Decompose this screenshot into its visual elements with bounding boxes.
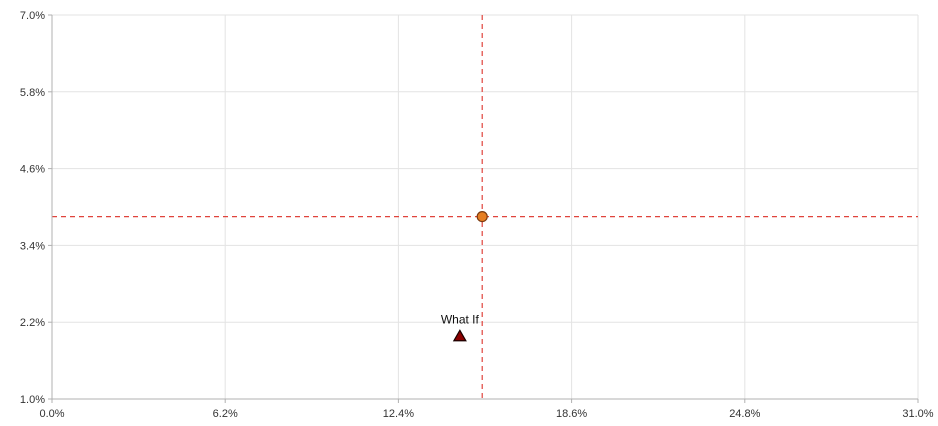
x-tick-label: 24.8% <box>729 408 760 420</box>
x-tick-label: 0.0% <box>39 408 64 420</box>
triangle-point <box>452 329 467 342</box>
y-tick-label: 2.2% <box>20 317 45 329</box>
x-tick-label: 31.0% <box>902 408 933 420</box>
reference-lines <box>52 15 918 399</box>
x-tick-label: 12.4% <box>383 408 414 420</box>
axes <box>51 15 918 400</box>
y-tick-label: 5.8% <box>20 87 45 99</box>
point-label: What If <box>441 312 480 326</box>
data-points: What If <box>441 211 488 342</box>
x-tick-label: 18.6% <box>556 408 587 420</box>
y-tick-label: 4.6% <box>20 164 45 176</box>
y-tick-label: 1.0% <box>20 394 45 406</box>
y-tick-label: 7.0% <box>20 10 45 22</box>
circle-point <box>476 211 488 223</box>
y-axis-ticks: 1.0% 2.2% 3.4% 4.6% 5.8% 7.0% <box>20 10 52 406</box>
grid-layer <box>51 14 919 400</box>
y-tick-label: 3.4% <box>20 240 45 252</box>
x-axis-ticks: 0.0% 6.2% 12.4% 18.6% 24.8% 31.0% <box>39 399 934 420</box>
x-tick-label: 6.2% <box>213 408 238 420</box>
